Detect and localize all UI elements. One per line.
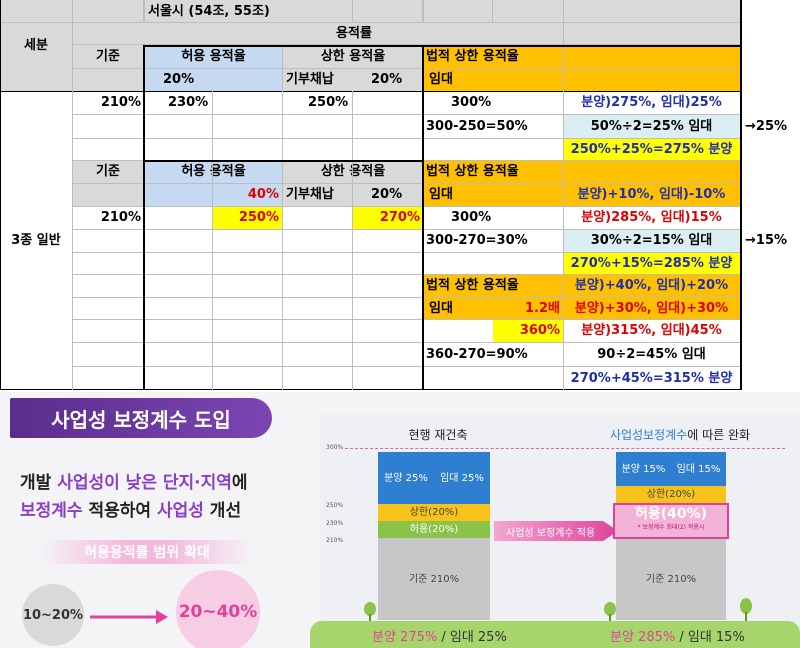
- apply-arrow: 사업성 보정계수 적용: [494, 521, 618, 541]
- upper-header: 상한 용적율: [320, 49, 386, 64]
- arrow-right-icon: [90, 610, 168, 624]
- b2-allowed-header: 허용 용적율: [181, 164, 246, 179]
- left-base: 기준 210%: [378, 538, 490, 620]
- b3-legal-val: 360%: [519, 323, 560, 338]
- right-base: 기준 210%: [616, 539, 726, 620]
- b3-multiplier: 1.2배: [525, 300, 560, 316]
- b2-donation: 기부채납: [286, 187, 334, 202]
- b3-half: 90÷2=45% 임대: [597, 346, 706, 362]
- headline-1: 개발 사업성이 낮은 단지·지역에: [20, 473, 248, 493]
- b2-upper-val: 270%: [379, 210, 420, 225]
- b3-legal-header: 법적 상한 용적율: [426, 278, 519, 293]
- standard-header: 기준: [96, 49, 120, 64]
- seoul-header: 서울시 (54조, 55조): [148, 3, 270, 19]
- right-rent: 임대 15%: [671, 452, 726, 486]
- tree-icon: [364, 602, 376, 616]
- b2-rental: 임대: [429, 187, 453, 202]
- axis-300: 300%: [326, 444, 344, 451]
- new-label: 사업성보정계수에 따른 완화: [609, 428, 751, 442]
- donation-pct: 20%: [371, 72, 403, 87]
- from-circle: 10~20%: [22, 584, 84, 646]
- b3-calc: 360-270=90%: [426, 346, 528, 362]
- b2-result: 분양)285%, 임대)15%: [581, 210, 722, 225]
- b1-calc: 300-250=50%: [426, 118, 528, 134]
- allowed-pct: 20%: [163, 72, 195, 87]
- b2-legal-header: 법적 상한 용적율: [426, 164, 519, 179]
- right-sale: 분양 15%: [616, 452, 671, 486]
- allowed-header: 허용 용적율: [181, 49, 246, 64]
- ratio-header: 용적률: [336, 25, 372, 41]
- category-header: 세분: [24, 38, 48, 53]
- b2-half: 30%÷2=15% 임대: [590, 233, 713, 248]
- b1-base: 210%: [100, 95, 141, 110]
- b3-change1: 분양)+40%, 임대)+20%: [574, 278, 729, 293]
- axis-210: 210%: [326, 537, 344, 544]
- b1-upper: 250%: [308, 95, 349, 110]
- range-label: 허용용적률 범위 확대: [40, 540, 254, 564]
- b1-result: 분양)275%, 임대)25%: [581, 95, 722, 110]
- headline-2: 보정계수 적용하여 사업성 개선: [20, 501, 242, 521]
- donation-label: 기부채납: [286, 72, 334, 87]
- axis-230: 230%: [326, 520, 344, 527]
- ratio-table: 서울시 (54조, 55조) 용적률 세분 기준 허용 용적율 상한 용적율 법…: [0, 0, 788, 390]
- b1-half: 50%÷2=25% 임대: [590, 118, 713, 134]
- b2-standard: 기준: [96, 164, 120, 179]
- left-ground: 분양 275% / 임대 25%: [372, 630, 507, 645]
- b1-allowed: 230%: [168, 95, 209, 110]
- infographic: 사업성 보정계수 도입 개발 사업성이 낮은 단지·지역에 보정계수 적용하여 …: [0, 392, 800, 648]
- b2-allowed-pct: 40%: [247, 187, 279, 202]
- b3-total: 270%+45%=315% 분양: [570, 370, 733, 386]
- b2-total: 270%+15%=285% 분양: [570, 255, 733, 271]
- b2-base: 210%: [100, 210, 141, 225]
- current-label: 현행 재건축: [408, 428, 468, 442]
- tree-icon: [740, 598, 752, 614]
- b2-allowed-val: 250%: [238, 210, 279, 225]
- right-ground: 분양 285% / 임대 15%: [610, 630, 745, 645]
- b2-donation-pct: 20%: [371, 187, 403, 202]
- b1-arrow: →25%: [745, 118, 788, 134]
- legal-upper-header: 법적 상한 용적율: [426, 49, 519, 64]
- b1-legal: 300%: [451, 95, 492, 110]
- rental-label: 임대: [429, 72, 453, 87]
- to-circle: 20~40%: [176, 570, 260, 648]
- left-allowed: 허용(20%): [378, 521, 490, 538]
- b1-total: 250%+25%=275% 분양: [570, 141, 733, 157]
- b3-rental: 임대: [429, 300, 453, 316]
- b3-result: 분양)315%, 임대)45%: [581, 323, 722, 338]
- zone-cell: 3종 일반: [11, 233, 61, 248]
- b2-change: 분양)+10%, 임대)-10%: [577, 187, 726, 202]
- b2-upper-header: 상한 용적율: [320, 164, 386, 179]
- right-note: * 보정계수 최대(2) 적용시: [637, 524, 705, 531]
- tree-icon: [604, 602, 616, 616]
- b2-arrow: →15%: [745, 233, 788, 248]
- left-rent: 임대 25%: [434, 452, 490, 504]
- b2-calc: 300-270=30%: [426, 233, 528, 248]
- b3-change2: 분양)+30%, 임대)+30%: [574, 300, 729, 316]
- right-upper: 상한(20%): [616, 486, 726, 503]
- info-title: 사업성 보정계수 도입: [10, 398, 272, 438]
- axis-250: 250%: [326, 502, 344, 509]
- left-sale: 분양 25%: [378, 452, 434, 504]
- left-upper: 상한(20%): [378, 504, 490, 521]
- b2-legal: 300%: [451, 210, 492, 225]
- right-allowed: 허용(40%): [634, 506, 708, 522]
- right-allowed-box: 허용(40%) * 보정계수 최대(2) 적용시: [613, 503, 729, 539]
